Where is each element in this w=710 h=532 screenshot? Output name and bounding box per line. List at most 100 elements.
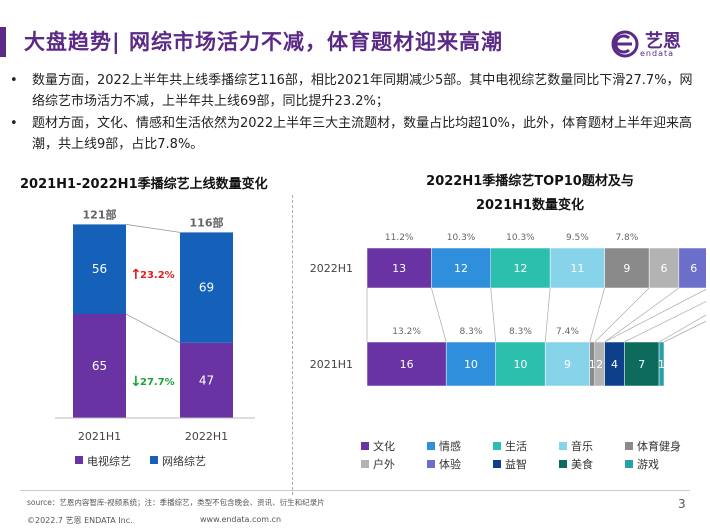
bar-value-label: 16: [400, 358, 414, 371]
down-arrow-icon: ↓: [130, 374, 142, 390]
legend-swatch: [625, 460, 633, 468]
legend-swatch: [427, 442, 435, 450]
connector-line: [544, 287, 551, 343]
chart-divider: [292, 195, 293, 495]
bar-value-label: 2: [596, 358, 603, 371]
percent-label: 8.3%: [460, 327, 483, 337]
bar-value-label: 6: [661, 262, 668, 275]
left-stacked-bar-chart: 65 56 121部 2021H1 47 69 116部 2022H1 ↑23.2% ↓27.7%…: [55, 207, 255, 468]
legend-swatch: [75, 456, 83, 464]
right-chart-title-line1: 2022H1季播综艺TOP10题材及与: [426, 174, 634, 189]
bar-美食-2021H1: [624, 341, 660, 387]
connector-line: [658, 314, 706, 343]
right-chart-title: 2022H1季播综艺TOP10题材及与 2021H1数量变化: [360, 170, 700, 218]
bullet-text: 题材方面，文化、情感和生活依然为2022上半年三大主流题材，数量占比均超10%，…: [32, 116, 692, 152]
percent-label: 10.3%: [447, 233, 476, 243]
legend-label: 音乐: [571, 439, 593, 453]
legend-label: 网络综艺: [162, 454, 206, 468]
legend-label: 户外: [373, 457, 395, 471]
connector-line: [624, 301, 706, 343]
bar-value-label: 56: [92, 262, 107, 276]
percent-label: 8.3%: [509, 327, 532, 337]
y-tick-label: 2022H1: [310, 262, 353, 275]
legend-label: 美食: [571, 457, 593, 471]
endata-logo: [611, 30, 639, 58]
legend-label: 电视综艺: [87, 454, 131, 468]
website-link[interactable]: www.endata.com.cn: [200, 515, 282, 524]
bar-网络综艺-2021H1: [73, 224, 126, 314]
percent-label: 10.3%: [506, 233, 535, 243]
legend-swatch: [493, 442, 501, 450]
bar-体验-2022H1: [678, 247, 706, 289]
bullet-dot: •: [10, 116, 18, 131]
bar-value-label: 7: [638, 358, 645, 371]
connector-line: [125, 224, 181, 233]
logo-subtext: endata: [640, 49, 675, 58]
copyright: ©2022.7 艺恩 ENDATA Inc.: [27, 516, 133, 525]
legend-swatch: [559, 460, 567, 468]
legend-swatch: [150, 456, 158, 464]
right-stacked-hbar-chart: 131212119665442022H11610109124712021H111…: [310, 233, 706, 471]
bar-户外-2022H1: [648, 247, 680, 289]
legend-label: 情感: [439, 440, 461, 453]
bar-情感-2022H1: [431, 247, 492, 289]
right-chart-title-line2: 2021H1数量变化: [475, 198, 585, 213]
change-label-tv: 27.7%: [140, 377, 175, 388]
bar-value-label: 69: [199, 281, 214, 295]
legend-label: 文化: [373, 439, 395, 453]
x-tick-label: 2022H1: [185, 430, 228, 443]
bar-音乐-2022H1: [549, 247, 605, 289]
legend-label: 游戏: [637, 458, 659, 471]
legend-label: 体育健身: [637, 439, 681, 453]
summary-bullets: • 数量方面，2022上半年共上线季播综艺116部，相比2021年同期减少5部。…: [10, 70, 700, 156]
bar-文化-2022H1: [366, 247, 432, 289]
bullet-quantity: • 数量方面，2022上半年共上线季播综艺116部，相比2021年同期减少5部。…: [10, 70, 700, 112]
footer-divider: [20, 490, 690, 491]
total-label: 116部: [190, 215, 224, 229]
total-label: 121部: [83, 207, 117, 221]
page-number: 3: [678, 497, 686, 511]
connector-line: [125, 313, 181, 344]
connector-line: [663, 320, 706, 343]
legend-swatch: [625, 442, 633, 450]
bar-游戏-2021H1: [658, 341, 665, 387]
bar-value-label: 65: [92, 359, 107, 373]
legend-swatch: [427, 460, 435, 468]
bar-生活-2021H1: [495, 341, 546, 387]
bar-value-label: 47: [199, 373, 214, 387]
connector-line: [604, 288, 706, 343]
percent-label: 13.2%: [392, 327, 421, 337]
bar-value-label: 10: [464, 358, 478, 371]
percent-label: 11.2%: [385, 233, 414, 243]
legend-swatch: [559, 442, 567, 450]
bar-情感-2021H1: [445, 341, 496, 387]
legend-label: 益智: [505, 457, 527, 471]
source-note: source：艺恩内容智库-视频系统；注：季播综艺，类型不包含晚会、资讯、衍生和…: [27, 498, 325, 507]
bar-value-label: 13: [392, 262, 406, 275]
bar-网络综艺-2022H1: [180, 232, 233, 343]
connector-line: [604, 287, 680, 343]
connector-line: [431, 287, 447, 343]
legend-label: 生活: [505, 439, 527, 453]
bar-value-label: 6: [690, 262, 697, 275]
bar-value-label: 9: [623, 262, 630, 275]
left-chart-title: 2021H1-2022H1季播综艺上线数量变化: [20, 177, 268, 192]
x-tick-label: 2021H1: [78, 430, 121, 443]
bar-电视综艺-2021H1: [73, 314, 126, 418]
bullet-genre: • 题材方面，文化、情感和生活依然为2022上半年三大主流题材，数量占比均超10…: [10, 113, 700, 155]
bar-生活-2022H1: [490, 247, 551, 289]
bar-value-label: 11: [570, 262, 584, 275]
legend-swatch: [493, 460, 501, 468]
bar-value-label: 12: [454, 262, 468, 275]
percent-label: 7.8%: [615, 233, 638, 243]
percent-label: 7.4%: [556, 327, 579, 337]
bar-体育健身-2022H1: [604, 247, 650, 289]
percent-label: 9.5%: [566, 233, 589, 243]
bar-文化-2021H1: [366, 341, 447, 387]
logo-ring-icon: [611, 30, 639, 58]
bar-value-label: 1: [589, 358, 596, 371]
bar-value-label: 1: [658, 358, 665, 371]
bullet-dot: •: [10, 73, 18, 88]
bar-value-label: 10: [513, 358, 527, 371]
legend-label: 体验: [439, 457, 461, 471]
